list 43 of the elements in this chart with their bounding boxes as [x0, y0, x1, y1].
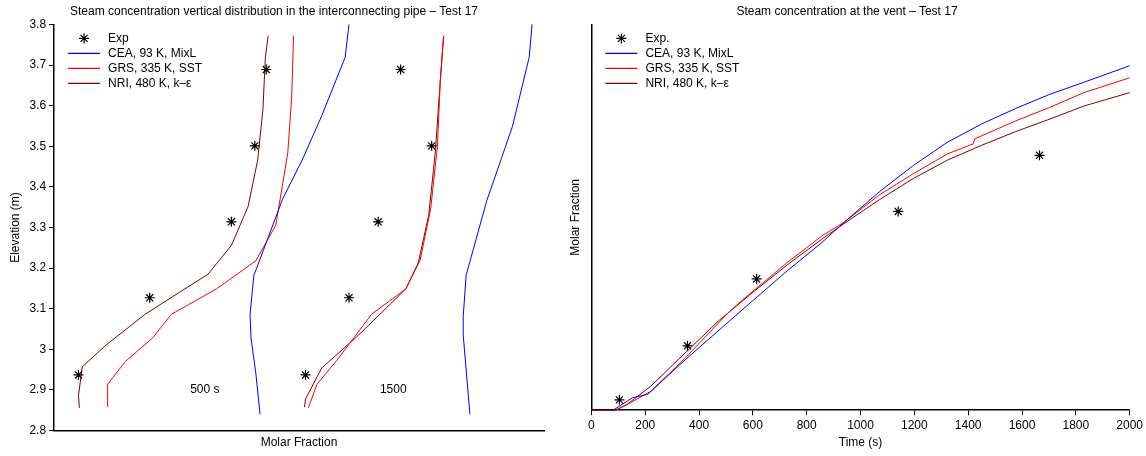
point — [1033, 149, 1046, 161]
x-tick-label: 200 — [635, 417, 656, 432]
x-axis-title: Molar Fraction — [260, 435, 338, 450]
x-axis-title: Time (s) — [838, 435, 883, 450]
annotation: 500 s — [190, 382, 220, 397]
point — [751, 273, 763, 285]
legend-label: NRI, 480 K, k–ε — [108, 75, 193, 90]
legend-label: CEA, 93 K, MixL — [645, 45, 734, 60]
y-tick-label: 3 — [39, 341, 47, 356]
legend-label: Exp — [108, 30, 130, 45]
y-tick-label: 3.1 — [29, 301, 47, 316]
x-tick-label: 800 — [796, 417, 818, 432]
legend-label: Exp. — [645, 30, 670, 45]
y-tick-label: 3.4 — [29, 179, 47, 194]
x-tick-label: 400 — [689, 417, 710, 432]
x-tick-label: 1800 — [1062, 417, 1090, 432]
y-tick-label: 2.9 — [29, 382, 47, 397]
y-tick-label: 3.7 — [29, 57, 47, 72]
chart-title: Steam concentration vertical distribution in the interconnecting pipe – Test 17 — [69, 3, 479, 18]
point — [613, 394, 625, 406]
chart-title: Steam concentration at the vent – Test 17 — [736, 3, 958, 18]
x-tick-label: 1000 — [847, 417, 875, 432]
legend-label: CEA, 93 K, MixL — [108, 45, 197, 60]
legend-label: GRS, 335 K, SST — [108, 60, 203, 75]
x-tick-label: 1200 — [901, 417, 929, 432]
x-tick-label: 1600 — [1008, 417, 1036, 432]
y-tick-label: 3.6 — [29, 97, 47, 112]
x-tick-label: 0 — [588, 417, 596, 432]
y-axis-title: Elevation (m) — [7, 192, 22, 263]
point — [892, 205, 904, 218]
x-tick-label: 600 — [742, 417, 764, 432]
x-tick-label: 2000 — [1116, 417, 1144, 432]
legend-label: NRI, 480 K, k–ε — [645, 75, 730, 90]
y-tick-label: 2.8 — [29, 422, 47, 437]
y-tick-label: 3.2 — [29, 260, 47, 275]
y-tick-label: 3.3 — [29, 219, 47, 234]
y-axis-title: Molar Fraction — [567, 178, 582, 256]
point — [681, 340, 694, 352]
y-tick-label: 3.8 — [29, 16, 47, 31]
legend-label: GRS, 335 K, SST — [645, 60, 741, 75]
y-tick-label: 3.5 — [29, 138, 47, 153]
annotation: 1500 — [379, 382, 407, 397]
x-tick-label: 1400 — [954, 417, 982, 432]
